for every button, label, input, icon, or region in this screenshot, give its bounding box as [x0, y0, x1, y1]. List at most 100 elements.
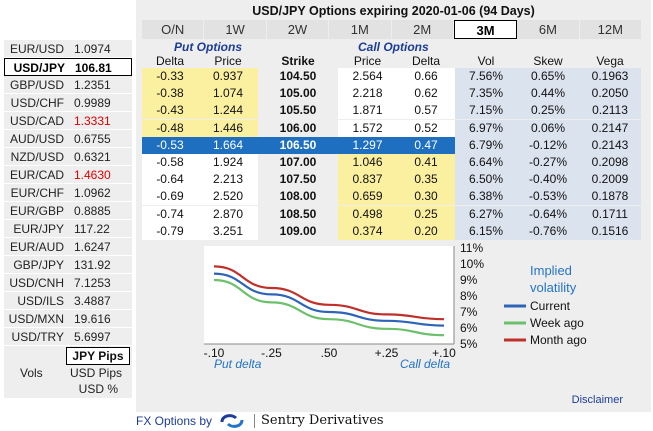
tab-tenor[interactable]: 1M [329, 20, 392, 39]
call-price-cell: 1.572 [338, 119, 397, 137]
vega-cell: 0.2113 [579, 102, 641, 120]
pair-item[interactable]: USD/CHF 0.9989 [4, 94, 132, 112]
table-row[interactable]: -0.74 2.870 108.50 0.498 0.25 6.27% -0.64% 0.17… [142, 205, 642, 224]
call-delta-cell: 0.62 [397, 85, 455, 103]
y-tick-label: 9% [460, 273, 478, 287]
vol-cell: 7.35% [455, 85, 517, 103]
put-delta-cell: -0.79 [142, 222, 198, 240]
pair-item[interactable]: GBP/USD 1.2351 [4, 76, 132, 94]
call-price-cell: 2.564 [338, 68, 397, 85]
vol-cell: 6.38% [455, 188, 517, 206]
x-tick-label: -.25 [261, 346, 282, 360]
pair-item[interactable]: USD/JPY 106.81 [4, 58, 132, 76]
pair-item[interactable]: USD/CAD 1.3331 [4, 112, 132, 130]
tab-tenor[interactable]: 6M [517, 20, 580, 39]
footer-by-text: FX Options by [136, 414, 213, 428]
strike-cell: 109.00 [258, 222, 338, 240]
pair-price: 131.92 [74, 258, 111, 272]
series-line-week-ago [213, 278, 445, 337]
pair-item[interactable]: USD/ILS 3.4887 [4, 292, 132, 310]
y-tick-label: 7% [460, 305, 478, 319]
pair-item[interactable]: USD/CNH 7.1253 [4, 274, 132, 292]
vol-cell: 7.15% [455, 102, 517, 120]
y-tick-label: 6% [460, 321, 478, 335]
call-delta-cell: 0.52 [397, 119, 455, 137]
strike-cell: 107.50 [258, 171, 338, 189]
sentry-logo-icon [220, 414, 244, 428]
pair-name: GBP/JPY [13, 258, 64, 272]
pair-item[interactable]: EUR/JPY 117.22 [4, 220, 132, 238]
vol-cell: 6.79% [455, 136, 517, 154]
put-delta-cell: -0.43 [142, 102, 198, 120]
table-row[interactable]: -0.79 3.251 109.00 0.374 0.20 6.15% -0.76% 0.15… [142, 222, 642, 241]
skew-cell: -0.76% [517, 222, 579, 240]
chart-title: Implied volatility [530, 263, 577, 295]
pair-name: EUR/CAD [9, 168, 64, 182]
pair-price: 0.8885 [74, 204, 111, 218]
call-price-cell: 1.046 [338, 154, 397, 171]
pair-item[interactable]: NZD/USD 0.6321 [4, 148, 132, 166]
pair-name: USD/ILS [17, 294, 64, 308]
put-delta-cell: -0.58 [142, 154, 198, 171]
usd-pips-option[interactable]: USD Pips [69, 366, 122, 380]
pair-item[interactable]: EUR/AUD 1.6247 [4, 238, 132, 256]
usd-percent-option[interactable]: USD % [78, 382, 118, 396]
tab-tenor[interactable]: 3M [453, 20, 518, 39]
table-row[interactable]: -0.69 2.520 108.00 0.659 0.30 6.38% -0.53% 0.18… [142, 188, 642, 206]
call-price-cell: 0.659 [338, 188, 397, 206]
call-delta-cell: 0.30 [397, 188, 455, 206]
tab-tenor[interactable]: O/N [142, 20, 205, 39]
tab-tenor[interactable]: 2M [391, 20, 454, 39]
table-row[interactable]: -0.64 2.213 107.50 0.837 0.35 6.50% -0.40% 0.20… [142, 171, 642, 189]
put-delta-cell: -0.33 [142, 68, 198, 85]
vol-header: Vol [477, 54, 495, 68]
tab-tenor[interactable]: 1W [204, 20, 267, 39]
skew-cell: -0.53% [517, 188, 579, 206]
strike-cell: 105.50 [258, 102, 338, 120]
pair-item[interactable]: USD/MXN 19.616 [4, 310, 132, 328]
pair-name: USD/MXN [8, 312, 64, 326]
put-price-cell: 0.937 [198, 68, 258, 85]
pair-price: 1.4630 [74, 168, 111, 182]
table-row[interactable]: -0.53 1.664 106.50 1.297 0.47 6.79% -0.12% 0.21… [142, 136, 642, 155]
put-options-heading: Put Options [174, 40, 242, 54]
table-row[interactable]: -0.48 1.446 106.00 1.572 0.52 6.97% 0.06% 0.214… [142, 119, 642, 138]
pair-name: USD/CNH [9, 276, 64, 290]
pair-item[interactable]: EUR/CHF 1.0962 [4, 184, 132, 202]
pair-name: EUR/GBP [9, 204, 64, 218]
skew-header: Skew [533, 54, 563, 68]
strike-cell: 104.50 [258, 68, 338, 85]
strike-cell: 107.00 [258, 154, 338, 171]
pair-item[interactable]: AUD/USD 0.6755 [4, 130, 132, 148]
units-panel: JPY Pips Vols USD Pips USD % [4, 346, 132, 398]
x-tick-label: +.10 [432, 346, 456, 360]
footer: FX Options by Sentry Derivatives [136, 412, 496, 430]
table-row[interactable]: -0.58 1.924 107.00 1.046 0.41 6.64% -0.27% 0.20… [142, 154, 642, 172]
chart-svg: 11% 10% 9% 8% 7% 6% 5% -.10 -.25 .50 +.25 +.10 Curre… [204, 241, 587, 360]
pair-price: 0.9989 [74, 96, 111, 110]
vols-option[interactable]: Vols [20, 366, 43, 380]
vol-cell: 6.27% [455, 205, 517, 223]
tab-tenor[interactable]: 2W [266, 20, 330, 39]
disclaimer-link[interactable]: Disclaimer [571, 394, 623, 406]
call-price-cell: 1.297 [338, 136, 397, 154]
pair-item[interactable]: EUR/USD 1.0974 [4, 40, 132, 58]
pair-item[interactable]: EUR/GBP 0.8885 [4, 202, 132, 220]
call-delta-cell: 0.66 [397, 68, 455, 85]
pair-item[interactable]: USD/TRY 5.6997 [4, 328, 132, 346]
put-delta-cell: -0.64 [142, 171, 198, 189]
call-delta-cell: 0.20 [397, 222, 455, 240]
put-delta-axis-label: Put delta [214, 357, 262, 371]
table-row[interactable]: -0.38 1.074 105.00 2.218 0.62 7.35% 0.44% 0.205… [142, 85, 642, 103]
pair-price: 5.6997 [74, 330, 111, 344]
series-line-month-ago [213, 265, 445, 321]
pair-item[interactable]: GBP/JPY 131.92 [4, 256, 132, 274]
table-row[interactable]: -0.43 1.244 105.50 1.871 0.57 7.15% 0.25% 0.211… [142, 102, 642, 120]
table-row[interactable]: -0.33 0.937 104.50 2.564 0.66 7.56% 0.65% 0.196… [142, 68, 642, 86]
pair-item[interactable]: EUR/CAD 1.4630 [4, 166, 132, 184]
footer-brand[interactable]: Sentry Derivatives [254, 414, 384, 428]
pair-price: 7.1253 [74, 276, 111, 290]
tab-tenor[interactable]: 12M [579, 20, 642, 39]
jpy-pips-option[interactable]: JPY Pips [66, 347, 130, 365]
x-tick-label: -.10 [204, 346, 225, 360]
